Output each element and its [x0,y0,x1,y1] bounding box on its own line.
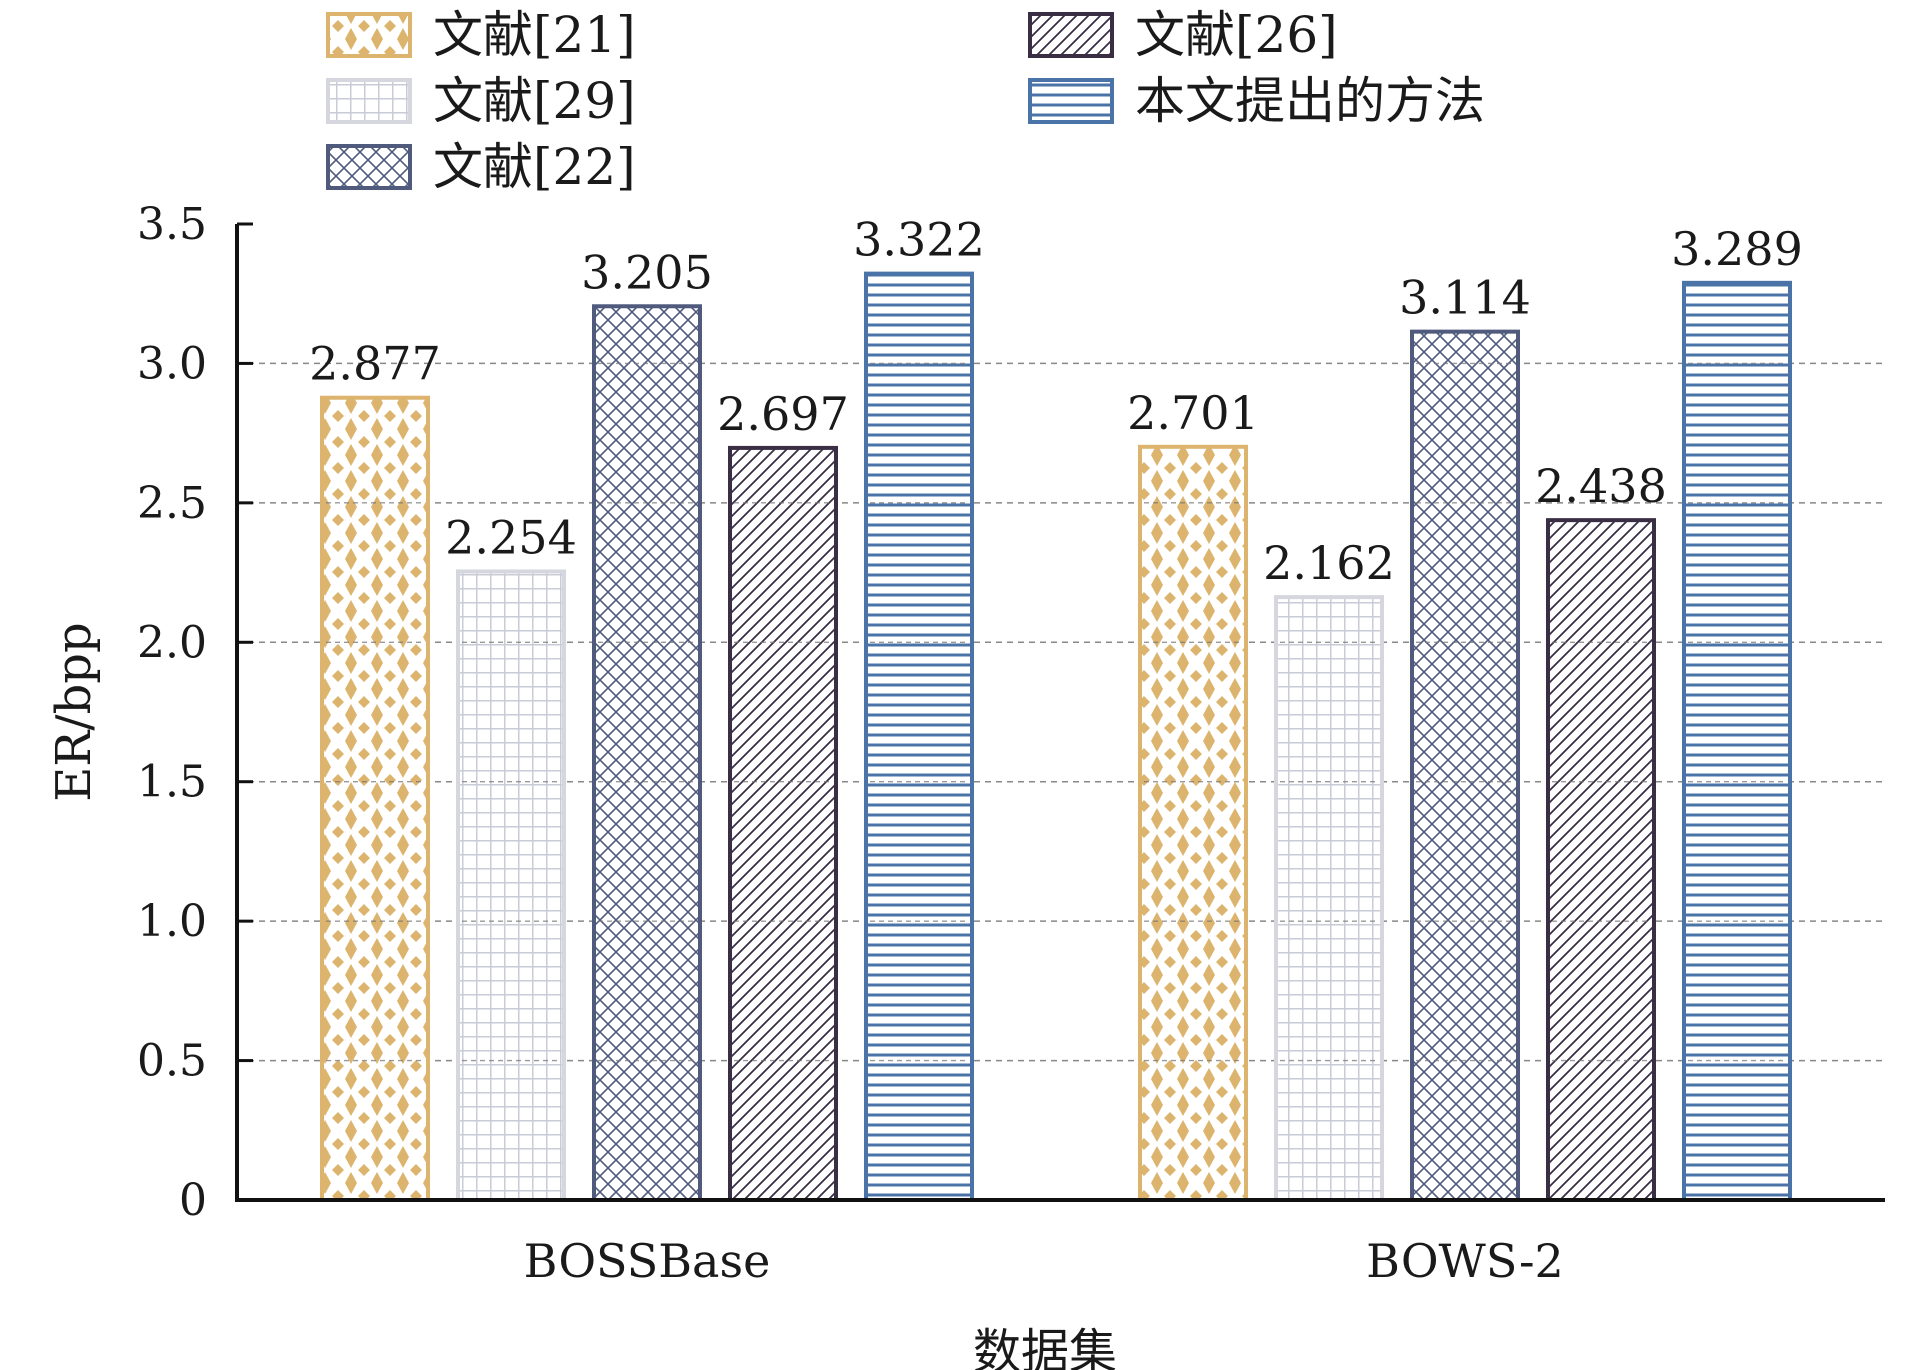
bar-1-1 [320,395,430,1202]
y-tick-label: 2.5 [137,478,207,529]
legend-item: 文献[21] [326,6,636,64]
data-label: 2.697 [717,387,849,441]
legend-item: 本文提出的方法 [1028,72,1485,130]
legend-label: 文献[21] [433,6,636,64]
data-label: 3.114 [1399,271,1531,325]
bar-4-2 [1546,518,1656,1202]
legend-label: 文献[22] [433,138,636,196]
legend-swatch [326,12,412,58]
data-label: 2.162 [1263,536,1395,590]
bar-3-1 [592,304,702,1202]
legend-swatch [1028,78,1114,124]
legend-label: 文献[29] [433,72,636,130]
legend-label: 本文提出的方法 [1135,72,1485,130]
legend-swatch [326,144,412,190]
y-tick-label: 1.0 [137,896,207,947]
axes: 0 0.5 1.0 1.5 2.0 2.5 3.0 3.5 [137,199,1885,1226]
x-axis-title: 数据集 [973,1324,1117,1370]
bar-2-1 [456,569,566,1202]
y-tick-label: 3.0 [137,338,207,389]
data-label: 2.254 [445,510,577,564]
bar-2-2 [1274,595,1384,1202]
data-label: 3.289 [1671,222,1803,276]
y-tick-label: 1.5 [137,757,207,808]
bar-5-1 [864,271,974,1202]
x-tick-label: BOSSBase [524,1234,771,1288]
bar-1-2 [1138,444,1248,1202]
y-axis-title: ER/bpp [46,622,102,802]
legend-swatch [326,78,412,124]
bar-4-1 [728,445,838,1202]
data-label: 3.205 [581,245,713,299]
legend-swatch [1028,12,1114,58]
legend: 文献[21] 文献[29] 文献[22] 文献[26] 本文提出的方法 [326,6,1485,196]
data-labels: 2.877 2.254 3.205 2.697 3.322 BOSSBase 2.701 2.… [309,213,1803,1288]
legend-item: 文献[29] [326,72,636,130]
bars [320,271,1792,1202]
y-tick-label: 0 [179,1175,207,1226]
data-label: 2.877 [309,337,441,391]
data-label: 3.322 [853,213,985,267]
bar-5-2 [1682,280,1792,1202]
data-label: 2.438 [1535,459,1667,513]
legend-item: 文献[22] [326,138,636,196]
bar-3-2 [1410,329,1520,1202]
data-label: 2.701 [1127,386,1259,440]
legend-item: 文献[26] [1028,6,1338,64]
y-tick-label: 3.5 [137,199,207,250]
x-tick-label: BOWS-2 [1366,1234,1564,1288]
y-tick-label: 2.0 [137,617,207,668]
legend-label: 文献[26] [1135,6,1338,64]
y-tick-label: 0.5 [137,1036,207,1087]
